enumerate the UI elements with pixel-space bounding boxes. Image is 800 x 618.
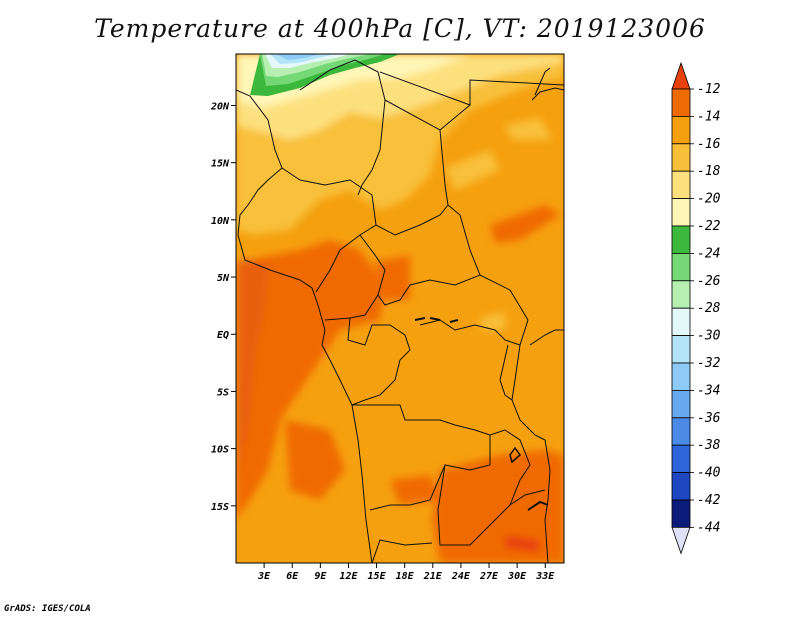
colorbar-box	[671, 335, 691, 364]
colorbar-box	[671, 280, 691, 309]
colorbar-box	[671, 143, 691, 172]
x-tick-label: 30E	[507, 571, 527, 582]
colorbar-box	[671, 307, 691, 337]
colorbar-label: -14	[697, 109, 720, 124]
colorbar-label: -20	[697, 192, 721, 207]
longitude-ticks: 3E 6E 9E 12E 15E 18E 21E 24E 27E 30E 33E	[257, 563, 555, 582]
colorbar-label: -42	[697, 493, 721, 508]
colorbar-label: -30	[697, 329, 721, 344]
x-tick-label: 12E	[339, 571, 358, 582]
colorbar-box	[671, 252, 691, 282]
y-tick-label: 20N	[210, 101, 230, 112]
y-tick-label: 5S	[217, 387, 229, 398]
colorbar-label: -44	[697, 520, 720, 535]
x-tick-label: 9E	[314, 571, 327, 582]
colorbar-label: -16	[697, 137, 721, 152]
y-tick-label: 10S	[211, 445, 229, 456]
x-tick-label: 6E	[286, 571, 299, 582]
y-tick-label: 10N	[211, 216, 230, 227]
x-tick-label: 33E	[535, 571, 555, 582]
colorbar-box	[671, 417, 691, 446]
country-borders	[236, 59, 564, 563]
x-tick-label: 15E	[368, 571, 387, 582]
temperature-fill	[236, 54, 564, 563]
x-tick-label: 21E	[423, 571, 443, 582]
colorbar-box	[671, 116, 691, 145]
grads-credit: GrADS: IGES/COLA	[4, 604, 91, 614]
colorbar-label: -12	[697, 82, 721, 97]
colorbar-label: -22	[697, 219, 721, 234]
x-tick-label: 18E	[396, 571, 415, 582]
colorbar-label: -38	[697, 438, 721, 453]
colorbar-box	[671, 362, 691, 391]
colorbar-label: -28	[697, 301, 721, 316]
colorbar-label: -32	[697, 356, 721, 371]
colorbar: -12 -14 -16 -18 -20 -22 -24 -26 -28 -30 -32 -34 -36 -…	[671, 61, 721, 555]
map-title: Temperature at 400hPa [C], VT: 201912300…	[94, 14, 706, 43]
colorbar-box	[671, 170, 691, 199]
colorbar-box	[671, 88, 691, 117]
colorbar-box	[671, 499, 691, 528]
colorbar-label: -34	[697, 383, 720, 398]
y-tick-label: 15N	[211, 159, 230, 170]
y-tick-label: 15S	[211, 502, 229, 513]
colorbar-label: -24	[697, 246, 720, 261]
map-frame	[235, 53, 565, 564]
colorbar-label: -18	[697, 164, 721, 179]
colorbar-label: -36	[697, 411, 721, 426]
latitude-ticks: 20N 15N 10N 5N EQ 5S 10S 15S	[210, 101, 236, 513]
colorbar-box	[671, 444, 691, 474]
colorbar-box	[671, 225, 691, 254]
y-tick-label: 5N	[217, 273, 230, 284]
colorbar-box	[671, 472, 691, 501]
colorbar-box	[671, 198, 691, 227]
y-tick-label: EQ	[217, 330, 229, 341]
colorbar-label: -40	[697, 466, 721, 481]
x-tick-label: 27E	[479, 571, 499, 582]
x-tick-label: 3E	[257, 571, 271, 582]
colorbar-triangle-bottom	[671, 527, 691, 555]
colorbar-box	[671, 389, 691, 419]
colorbar-label: -26	[697, 274, 721, 289]
colorbar-triangle-top	[671, 61, 691, 90]
x-tick-label: 24E	[451, 571, 471, 582]
